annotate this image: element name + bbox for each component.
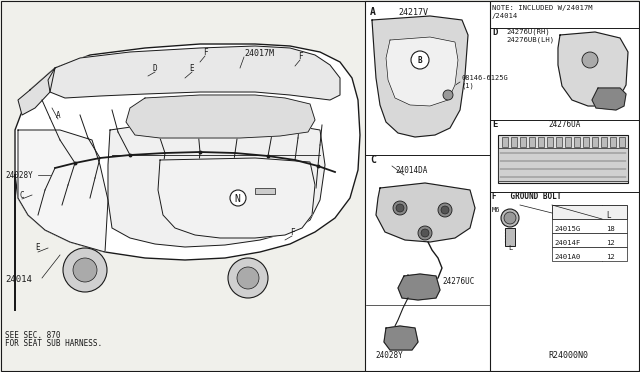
Text: F   GROUND BOLT: F GROUND BOLT (492, 192, 561, 201)
Text: 2401A0: 2401A0 (554, 254, 580, 260)
Text: N: N (234, 194, 240, 204)
Polygon shape (158, 158, 315, 238)
Bar (255, 188, 275, 194)
Circle shape (441, 206, 449, 214)
Bar (556, 137, 562, 147)
Text: C: C (20, 190, 24, 199)
Circle shape (230, 190, 246, 206)
Circle shape (421, 229, 429, 237)
Text: L: L (606, 211, 611, 219)
Bar (547, 137, 553, 147)
Polygon shape (126, 95, 315, 138)
Text: 24015G: 24015G (554, 226, 580, 232)
Text: F: F (298, 51, 302, 61)
Text: C: C (370, 155, 376, 165)
Bar (552, 205, 627, 219)
Text: E: E (36, 244, 40, 253)
Text: 24217V: 24217V (398, 7, 428, 16)
Text: 24014: 24014 (5, 276, 32, 285)
Text: 24014F: 24014F (554, 240, 580, 246)
Polygon shape (376, 183, 475, 242)
Text: /24014: /24014 (492, 13, 518, 19)
Polygon shape (384, 326, 418, 350)
Polygon shape (398, 274, 440, 300)
Text: SEE SEC. 870: SEE SEC. 870 (5, 330, 61, 340)
Circle shape (504, 212, 516, 224)
Polygon shape (18, 130, 108, 252)
Text: 18: 18 (606, 226, 615, 232)
Text: 24276UB(LH): 24276UB(LH) (506, 37, 554, 43)
Bar (511, 137, 517, 147)
Text: 24014DA: 24014DA (395, 166, 428, 174)
Text: D: D (492, 28, 497, 36)
Circle shape (438, 203, 452, 217)
Bar (529, 137, 535, 147)
Text: 24028Y: 24028Y (375, 350, 403, 359)
Bar (592, 137, 598, 147)
Text: B: B (418, 55, 422, 64)
Text: 12: 12 (606, 254, 615, 260)
Text: NOTE: INCLUDED W/24017M: NOTE: INCLUDED W/24017M (492, 5, 593, 11)
Text: E: E (492, 119, 497, 128)
Polygon shape (48, 46, 340, 100)
Text: L: L (508, 245, 512, 251)
Bar (552, 247, 627, 261)
Text: 24276UA: 24276UA (548, 119, 580, 128)
Bar (538, 137, 544, 147)
Bar (619, 137, 625, 147)
Bar (502, 137, 508, 147)
Circle shape (73, 258, 97, 282)
Text: (1): (1) (462, 83, 475, 89)
Polygon shape (18, 68, 55, 115)
Text: E: E (189, 64, 195, 73)
Text: 08146-6125G: 08146-6125G (462, 75, 509, 81)
Circle shape (63, 248, 107, 292)
Bar (520, 137, 526, 147)
Polygon shape (108, 122, 325, 247)
Text: 24017M: 24017M (244, 48, 274, 58)
Polygon shape (386, 37, 458, 106)
Polygon shape (15, 44, 360, 310)
Text: A: A (370, 7, 376, 17)
Circle shape (418, 226, 432, 240)
Circle shape (393, 201, 407, 215)
Circle shape (582, 52, 598, 68)
Circle shape (228, 258, 268, 298)
Text: FOR SEAT SUB HARNESS.: FOR SEAT SUB HARNESS. (5, 339, 102, 347)
Text: F: F (290, 228, 294, 237)
Text: R24000N0: R24000N0 (548, 350, 588, 359)
Bar (365, 1, 639, 371)
Text: M6: M6 (492, 207, 500, 213)
Bar (565, 137, 571, 147)
Bar (505, 228, 515, 246)
Text: D: D (153, 64, 157, 73)
Bar (601, 137, 607, 147)
Circle shape (396, 204, 404, 212)
Bar (583, 137, 589, 147)
Text: 12: 12 (606, 240, 615, 246)
Circle shape (411, 51, 429, 69)
Bar (552, 219, 627, 233)
Bar (552, 233, 627, 247)
Polygon shape (558, 32, 628, 106)
Polygon shape (372, 16, 468, 137)
Bar (490, 1, 639, 371)
Polygon shape (592, 88, 626, 110)
Bar (498, 135, 628, 183)
Text: F: F (203, 48, 207, 57)
Circle shape (237, 267, 259, 289)
Text: 24276U(RH): 24276U(RH) (506, 29, 550, 35)
Text: 24276UC: 24276UC (442, 278, 474, 286)
Circle shape (443, 90, 453, 100)
Circle shape (501, 209, 519, 227)
Bar (498, 148, 628, 181)
Bar (610, 137, 616, 147)
Bar (574, 137, 580, 147)
Text: A: A (56, 110, 60, 119)
Text: 24028Y: 24028Y (5, 170, 33, 180)
